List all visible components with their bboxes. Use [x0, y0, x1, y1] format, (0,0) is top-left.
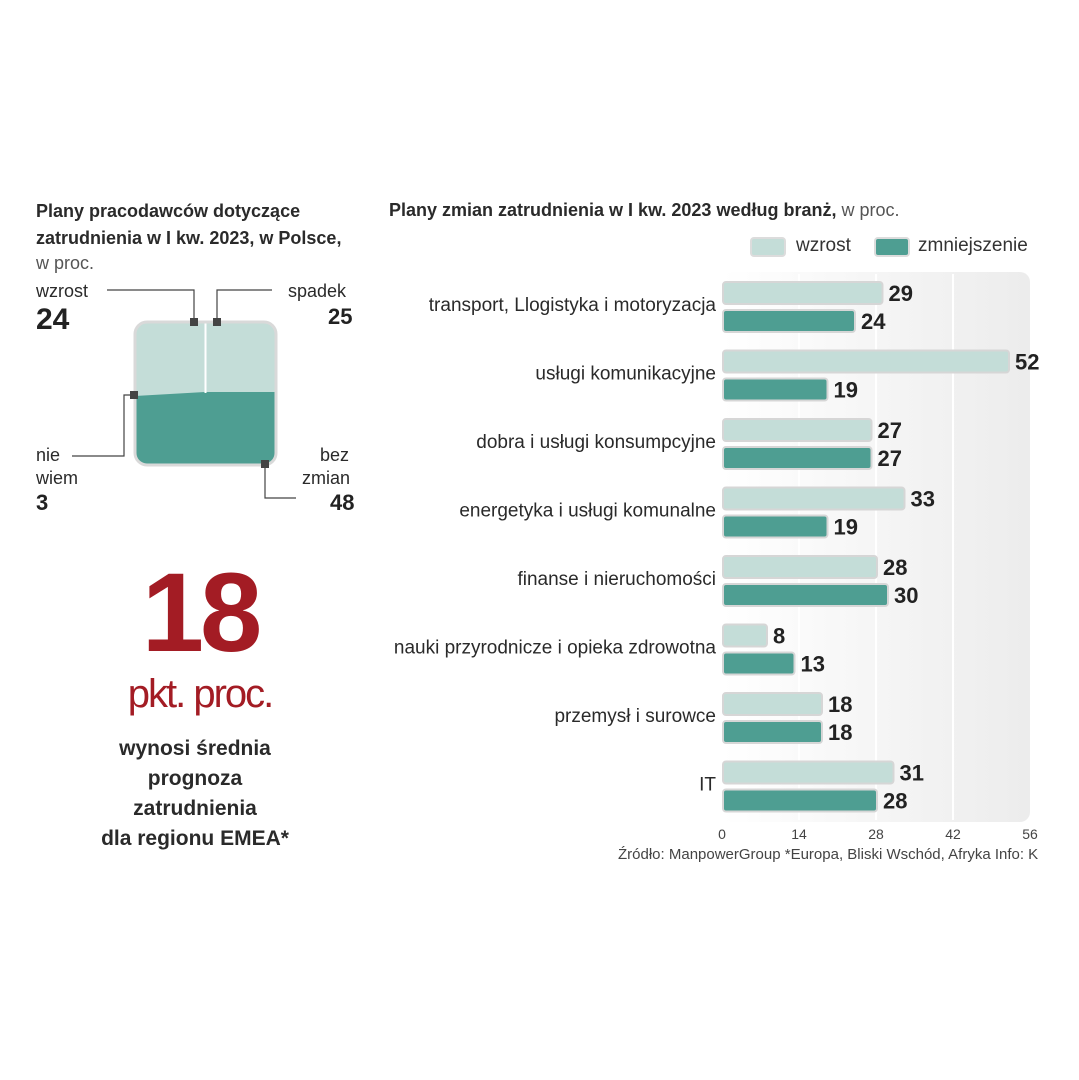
nie-wiem-value: 3	[36, 490, 49, 515]
spadek-label: spadek	[288, 281, 347, 301]
legend-label-zmniejszenie: zmniejszenie	[918, 235, 1028, 256]
bar-wzrost	[722, 281, 884, 305]
x-tick-label: 28	[868, 826, 884, 842]
x-tick-label: 56	[1022, 826, 1038, 842]
x-tick-label: 14	[791, 826, 807, 842]
marker-bez-zmian	[261, 460, 269, 468]
bar-chart-title-unit: w proc.	[841, 200, 900, 220]
emea-line-2: prognoza	[147, 767, 243, 790]
leader-spadek	[216, 289, 272, 322]
data-label: 18	[828, 720, 852, 745]
data-label: 19	[834, 515, 858, 540]
category-label: przemysł i surowce	[554, 706, 716, 727]
data-label: 18	[828, 692, 852, 717]
bar-zmniejszenie	[722, 583, 889, 607]
legend-label-wzrost: wzrost	[796, 235, 851, 256]
category-label: IT	[699, 775, 716, 796]
bar-wzrost	[722, 760, 895, 785]
legend-swatch-wzrost	[750, 237, 786, 257]
legend-swatch-zmniejszenie	[874, 237, 910, 257]
category-label: nauki przyrodnicze i opieka zdrowotna	[394, 638, 717, 659]
marker-nie-wiem	[130, 391, 138, 399]
bez-zmian-value: 48	[330, 490, 355, 515]
bar-wzrost	[722, 692, 823, 716]
bar-wzrost	[722, 349, 1010, 374]
bar-chart-title-main: Plany zmian zatrudnienia w I kw. 2023 we…	[389, 200, 837, 220]
x-tick-label: 42	[945, 826, 961, 842]
left-chart-unit: w proc.	[36, 253, 95, 273]
bar-zmniejszenie	[722, 446, 873, 470]
data-label: 52	[1015, 350, 1039, 375]
data-label: 29	[889, 281, 913, 306]
emea-unit: pkt. proc.	[127, 672, 275, 716]
bar-chart-title: Plany zmian zatrudnienia w I kw. 2023 we…	[389, 200, 900, 221]
data-label: 24	[861, 309, 886, 334]
bar-zmniejszenie	[722, 788, 878, 813]
nie-wiem-label-2: wiem	[36, 468, 79, 488]
segment-bez-zmian	[135, 392, 276, 465]
bar-wzrost	[722, 418, 873, 442]
bar-zmniejszenie	[722, 651, 796, 676]
emea-number: 18	[141, 550, 263, 675]
bar-zmniejszenie	[722, 720, 823, 744]
bar-wzrost	[722, 555, 878, 579]
wzrost-value: 24	[36, 303, 70, 336]
bez-zmian-label-1: bez	[320, 445, 350, 465]
data-label: 28	[883, 555, 907, 580]
data-label: 27	[878, 446, 902, 471]
category-label: transport, Llogistyka i motoryzacja	[429, 295, 717, 316]
bar-wzrost	[722, 623, 768, 648]
data-label: 8	[773, 624, 785, 649]
data-label: 27	[878, 418, 902, 443]
bar-wzrost	[722, 486, 906, 511]
leader-wzrost	[107, 289, 195, 322]
source-note: Źródło: ManpowerGroup *Europa, Bliski Ws…	[618, 846, 1039, 863]
leader-bez-zmian	[264, 464, 296, 499]
x-tick-label: 0	[718, 826, 726, 842]
data-label: 19	[834, 378, 858, 403]
bar-zmniejszenie	[722, 309, 856, 333]
emea-line-4: dla regionu EMEA*	[101, 827, 289, 850]
data-label: 30	[894, 583, 918, 608]
data-label: 13	[801, 652, 825, 677]
category-label: energetyka i usługi komunalne	[459, 501, 716, 522]
bez-zmian-label-2: zmian	[302, 468, 351, 488]
emea-line-1: wynosi średnia	[119, 737, 271, 760]
marker-wzrost	[190, 318, 198, 326]
category-label: finanse i nieruchomości	[517, 569, 716, 590]
data-label: 33	[911, 487, 935, 512]
leader-nie-wiem	[72, 394, 135, 457]
emea-description: wynosi średnia prognoza zatrudnienia dla…	[60, 734, 330, 854]
bar-zmniejszenie	[722, 514, 829, 539]
spadek-value: 25	[328, 304, 353, 329]
emea-line-3: zatrudnienia	[133, 797, 257, 820]
bar-zmniejszenie	[722, 377, 829, 402]
data-label: 28	[883, 789, 907, 814]
marker-spadek	[213, 318, 221, 326]
category-label: dobra i usługi konsumpcyjne	[476, 432, 716, 453]
wzrost-label: wzrost	[36, 281, 89, 301]
data-label: 31	[900, 761, 924, 786]
category-label: usługi komunikacyjne	[535, 364, 716, 385]
nie-wiem-label-1: nie	[36, 445, 61, 465]
left-chart-title: Plany pracodawców dotyczące zatrudnienia…	[36, 201, 342, 248]
